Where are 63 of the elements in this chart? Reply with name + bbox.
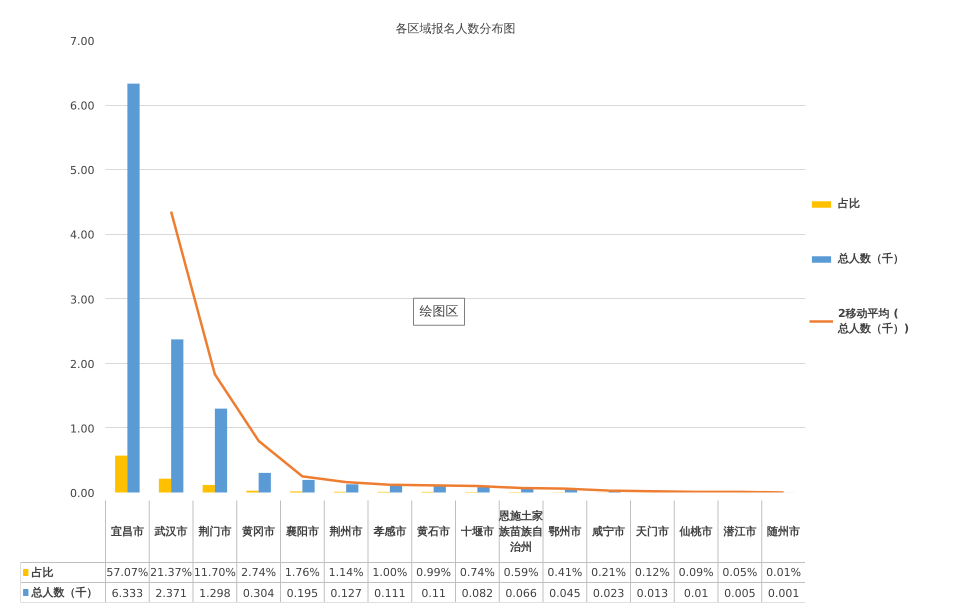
data-label: 2.371 (155, 587, 187, 600)
data-label: 1.00% (372, 566, 408, 579)
data-label: 0.05% (722, 566, 758, 579)
data-label: 0.013 (636, 587, 668, 600)
data-label: 2.74% (241, 566, 276, 579)
x-tick-label: 黄石市 (416, 525, 450, 538)
data-label: 6.333 (112, 587, 144, 600)
x-tick-label: 潜江市 (722, 525, 756, 538)
legend-label: 2移动平均 (总人数（千）) (838, 306, 910, 336)
data-label: 0.12% (634, 566, 670, 579)
y-tick-label: 5.00 (70, 164, 95, 178)
data-label: 0.005 (724, 587, 756, 600)
data-label: 0.127 (330, 587, 362, 600)
data-label: 0.59% (504, 566, 539, 579)
data-label: 1.14% (328, 566, 364, 579)
x-tick-label: 襄阳市 (284, 525, 319, 538)
data-label: 0.195 (286, 587, 318, 600)
y-tick-label: 7.00 (70, 35, 95, 48)
data-label: 0.74% (460, 566, 495, 579)
data-label: 0.09% (678, 566, 714, 579)
x-tick-label: 荆门市 (197, 525, 232, 538)
x-tick-label: 荆州市 (328, 525, 363, 538)
data-label: 1.76% (284, 566, 320, 579)
x-tick-label: 随州市 (767, 525, 800, 538)
data-label: 0.045 (549, 587, 581, 600)
x-tick-label: 宜昌市 (110, 525, 144, 538)
text: 总人数（千） (31, 586, 98, 599)
x-tick-label: 咸宁市 (591, 525, 626, 538)
data-label: 57.07% (106, 566, 148, 579)
data-label: 1.298 (199, 587, 231, 600)
x-tick-label: 孝感市 (372, 525, 406, 538)
data-label: 0.01% (766, 566, 802, 579)
x-tick-label: 天门市 (634, 525, 669, 538)
data-label: 21.37% (150, 566, 192, 579)
text: 占比 (838, 197, 860, 210)
x-tick-label: 十堰市 (460, 525, 494, 538)
legend-label: 总人数（千） (838, 251, 904, 266)
y-tick-label: 2.00 (70, 358, 95, 371)
x-tick-label: 鄂州市 (548, 525, 582, 538)
x-tick-label: 武汉市 (154, 525, 188, 538)
x-tick-label: 仙桃市 (678, 525, 713, 538)
y-tick-label: 4.00 (70, 228, 95, 242)
y-tick-label: 3.00 (70, 293, 95, 306)
data-label: 0.01 (684, 587, 708, 600)
y-tick-label: 6.00 (70, 100, 95, 113)
x-tick-label: 恩施土家族苗族自治州 (498, 509, 544, 554)
y-tick-label: 0.00 (70, 487, 95, 500)
data-label: 0.11 (421, 587, 446, 600)
data-label: 0.001 (768, 587, 800, 600)
annotation: 绘图区 (420, 304, 458, 320)
data-label: 0.41% (547, 566, 582, 579)
y-tick-label: 1.00 (70, 422, 95, 436)
data-label: 0.99% (416, 566, 452, 579)
data-label: 0.304 (242, 587, 274, 600)
data-label: 0.21% (591, 566, 626, 579)
legend-label: 占比 (31, 566, 54, 579)
data-label: 11.70% (194, 566, 236, 579)
x-tick-label: 黄冈市 (241, 525, 276, 538)
chart-title: 各区域报名人数分布图 (396, 22, 516, 36)
data-label: 0.066 (505, 587, 537, 600)
data-label: 0.111 (374, 587, 406, 600)
data-label: 0.082 (462, 587, 494, 600)
data-label: 0.023 (592, 587, 624, 600)
